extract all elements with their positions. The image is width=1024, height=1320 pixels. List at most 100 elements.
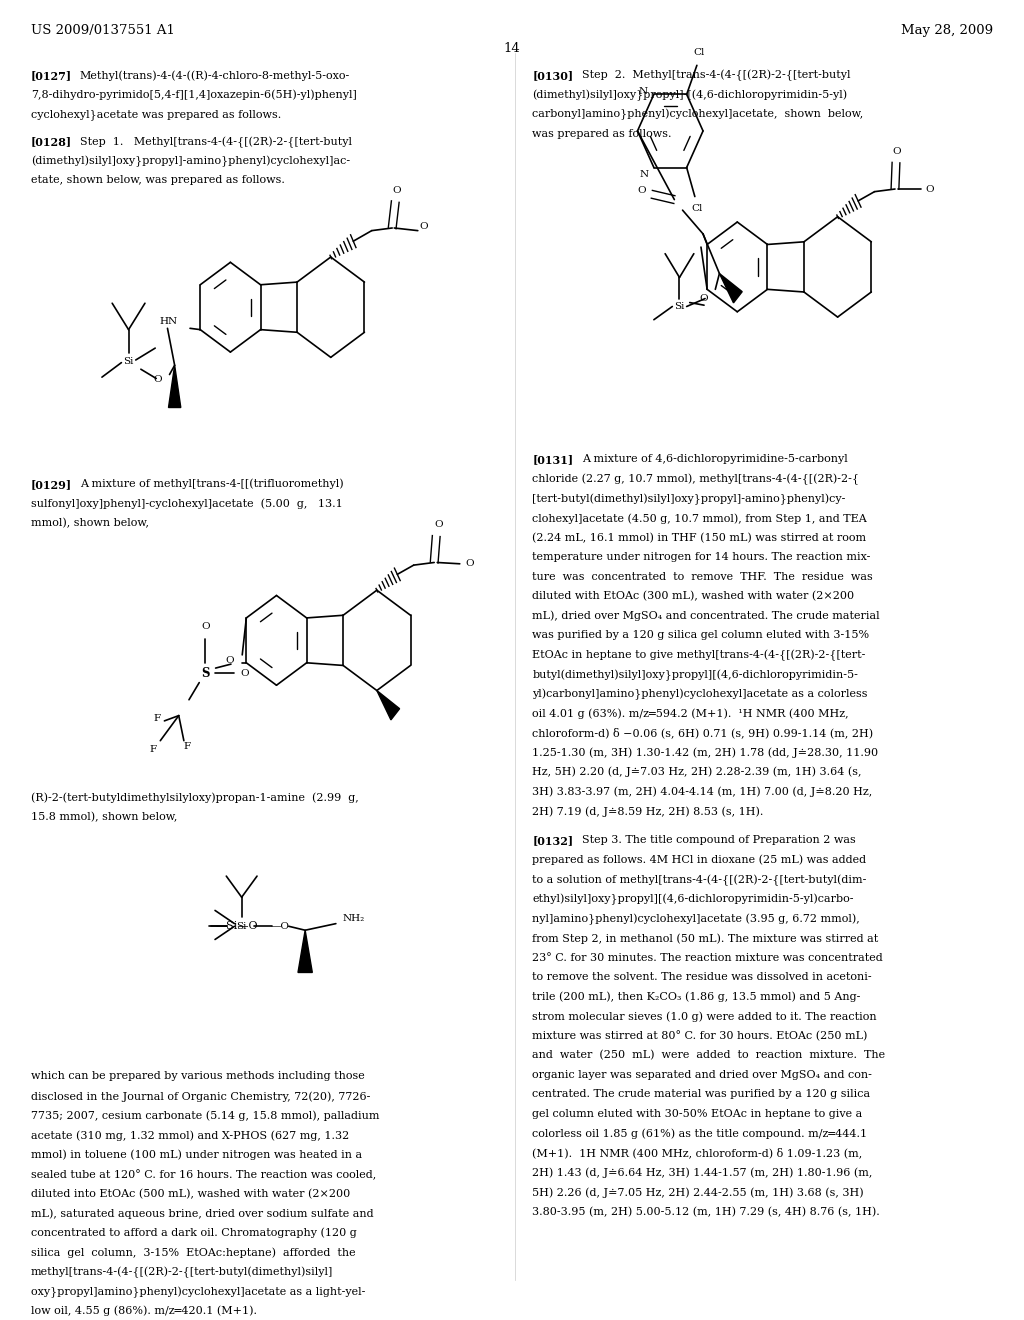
- Text: [0130]: [0130]: [532, 70, 573, 81]
- Text: strom molecular sieves (1.0 g) were added to it. The reaction: strom molecular sieves (1.0 g) were adde…: [532, 1011, 878, 1022]
- Text: Step  1.   Methyl[trans-4-(4-{[(2R)-2-{[tert-butyl: Step 1. Methyl[trans-4-(4-{[(2R)-2-{[ter…: [80, 136, 352, 148]
- Text: 14: 14: [504, 42, 520, 55]
- Text: to remove the solvent. The residue was dissolved in acetoni-: to remove the solvent. The residue was d…: [532, 972, 872, 982]
- Text: etate, shown below, was prepared as follows.: etate, shown below, was prepared as foll…: [31, 176, 285, 185]
- Polygon shape: [169, 366, 181, 408]
- Text: carbonyl]amino}phenyl)cyclohexyl]acetate,  shown  below,: carbonyl]amino}phenyl)cyclohexyl]acetate…: [532, 110, 863, 120]
- Text: [tert-butyl(dimethyl)silyl]oxy}propyl]-amino}phenyl)cy-: [tert-butyl(dimethyl)silyl]oxy}propyl]-a…: [532, 494, 846, 504]
- Text: acetate (310 mg, 1.32 mmol) and X-PHOS (627 mg, 1.32: acetate (310 mg, 1.32 mmol) and X-PHOS (…: [31, 1130, 349, 1140]
- Text: oxy}propyl]amino}phenyl)cyclohexyl]acetate as a light-yel-: oxy}propyl]amino}phenyl)cyclohexyl]aceta…: [31, 1287, 366, 1298]
- Text: mixture was stirred at 80° C. for 30 hours. EtOAc (250 mL): mixture was stirred at 80° C. for 30 hou…: [532, 1031, 868, 1041]
- Text: Si: Si: [123, 356, 134, 366]
- Text: [0132]: [0132]: [532, 836, 573, 846]
- Text: sulfonyl]oxy]phenyl]-cyclohexyl]acetate  (5.00  g,   13.1: sulfonyl]oxy]phenyl]-cyclohexyl]acetate …: [31, 499, 342, 510]
- Text: F: F: [154, 714, 161, 723]
- Text: Step 3. The title compound of Preparation 2 was: Step 3. The title compound of Preparatio…: [582, 836, 855, 845]
- Text: mL), saturated aqueous brine, dried over sodium sulfate and: mL), saturated aqueous brine, dried over…: [31, 1208, 374, 1218]
- Text: 7735; 2007, cesium carbonate (5.14 g, 15.8 mmol), palladium: 7735; 2007, cesium carbonate (5.14 g, 15…: [31, 1110, 379, 1121]
- Text: N: N: [639, 87, 648, 96]
- Text: 3.80-3.95 (m, 2H) 5.00-5.12 (m, 1H) 7.29 (s, 4H) 8.76 (s, 1H).: 3.80-3.95 (m, 2H) 5.00-5.12 (m, 1H) 7.29…: [532, 1206, 881, 1217]
- Text: mL), dried over MgSO₄ and concentrated. The crude material: mL), dried over MgSO₄ and concentrated. …: [532, 611, 880, 622]
- Text: (2.24 mL, 16.1 mmol) in THF (150 mL) was stirred at room: (2.24 mL, 16.1 mmol) in THF (150 mL) was…: [532, 532, 866, 543]
- Text: NH₂: NH₂: [342, 913, 365, 923]
- Text: 2H) 7.19 (d, J≐8.59 Hz, 2H) 8.53 (s, 1H).: 2H) 7.19 (d, J≐8.59 Hz, 2H) 8.53 (s, 1H)…: [532, 807, 764, 817]
- Text: O: O: [926, 185, 934, 194]
- Text: —Si—O: —Si—O: [215, 921, 258, 932]
- Text: 1.25-1.30 (m, 3H) 1.30-1.42 (m, 2H) 1.78 (dd, J≐28.30, 11.90: 1.25-1.30 (m, 3H) 1.30-1.42 (m, 2H) 1.78…: [532, 747, 879, 758]
- Text: colorless oil 1.85 g (61%) as the title compound. m/z═444.1: colorless oil 1.85 g (61%) as the title …: [532, 1129, 867, 1139]
- Text: Si: Si: [237, 921, 247, 931]
- Text: EtOAc in heptane to give methyl[trans-4-(4-{[(2R)-2-{[tert-: EtOAc in heptane to give methyl[trans-4-…: [532, 649, 866, 661]
- Text: clohexyl]acetate (4.50 g, 10.7 mmol), from Step 1, and TEA: clohexyl]acetate (4.50 g, 10.7 mmol), fr…: [532, 513, 867, 524]
- Text: A mixture of 4,6-dichloropyrimidine-5-carbonyl: A mixture of 4,6-dichloropyrimidine-5-ca…: [582, 454, 848, 465]
- Text: (dimethyl)silyl]oxy}propyl]-amino}phenyl)cyclohexyl]ac-: (dimethyl)silyl]oxy}propyl]-amino}phenyl…: [31, 156, 350, 168]
- Text: yl)carbonyl]amino}phenyl)cyclohexyl]acetate as a colorless: yl)carbonyl]amino}phenyl)cyclohexyl]acet…: [532, 689, 868, 700]
- Text: (dimethyl)silyl]oxy}propyl]-[(4,6-dichloropyrimidin-5-yl): (dimethyl)silyl]oxy}propyl]-[(4,6-dichlo…: [532, 90, 848, 100]
- Text: O: O: [154, 375, 163, 384]
- Text: [0131]: [0131]: [532, 454, 573, 466]
- Text: (R)-2-(tert-butyldimethylsilyloxy)propan-1-amine  (2.99  g,: (R)-2-(tert-butyldimethylsilyloxy)propan…: [31, 792, 358, 803]
- Text: 7,8-dihydro-pyrimido[5,4-f][1,4]oxazepin-6(5H)-yl)phenyl]: 7,8-dihydro-pyrimido[5,4-f][1,4]oxazepin…: [31, 90, 356, 100]
- Text: diluted with EtOAc (300 mL), washed with water (2×200: diluted with EtOAc (300 mL), washed with…: [532, 591, 855, 602]
- Text: O: O: [201, 622, 210, 631]
- Text: 2H) 1.43 (d, J≐6.64 Hz, 3H) 1.44-1.57 (m, 2H) 1.80-1.96 (m,: 2H) 1.43 (d, J≐6.64 Hz, 3H) 1.44-1.57 (m…: [532, 1167, 872, 1177]
- Text: butyl(dimethyl)silyl]oxy}propyl][(4,6-dichloropyrimidin-5-: butyl(dimethyl)silyl]oxy}propyl][(4,6-di…: [532, 669, 858, 681]
- Text: Step  2.  Methyl[trans-4-(4-{[(2R)-2-{[tert-butyl: Step 2. Methyl[trans-4-(4-{[(2R)-2-{[ter…: [582, 70, 850, 82]
- Text: centrated. The crude material was purified by a 120 g silica: centrated. The crude material was purifi…: [532, 1089, 870, 1100]
- Text: mmol) in toluene (100 mL) under nitrogen was heated in a: mmol) in toluene (100 mL) under nitrogen…: [31, 1150, 361, 1160]
- Text: chloroform-d) δ −0.06 (s, 6H) 0.71 (s, 9H) 0.99-1.14 (m, 2H): chloroform-d) δ −0.06 (s, 6H) 0.71 (s, 9…: [532, 727, 873, 739]
- Text: (M+1).  1H NMR (400 MHz, chloroform-d) δ 1.09-1.23 (m,: (M+1). 1H NMR (400 MHz, chloroform-d) δ …: [532, 1148, 863, 1159]
- Text: Cl: Cl: [691, 205, 702, 214]
- Text: oil 4.01 g (63%). m/z═594.2 (M+1).  ¹H NMR (400 MHz,: oil 4.01 g (63%). m/z═594.2 (M+1). ¹H NM…: [532, 709, 849, 719]
- Text: which can be prepared by various methods including those: which can be prepared by various methods…: [31, 1072, 365, 1081]
- Text: diluted into EtOAc (500 mL), washed with water (2×200: diluted into EtOAc (500 mL), washed with…: [31, 1189, 350, 1199]
- Text: trile (200 mL), then K₂CO₃ (1.86 g, 13.5 mmol) and 5 Ang-: trile (200 mL), then K₂CO₃ (1.86 g, 13.5…: [532, 991, 861, 1002]
- Text: O: O: [225, 656, 234, 665]
- Text: [0127]: [0127]: [31, 70, 72, 81]
- Text: O: O: [434, 520, 442, 529]
- Text: chloride (2.27 g, 10.7 mmol), methyl[trans-4-(4-{[(2R)-2-{: chloride (2.27 g, 10.7 mmol), methyl[tra…: [532, 474, 859, 486]
- Text: O: O: [392, 186, 400, 195]
- Text: ture  was  concentrated  to  remove  THF.  The  residue  was: ture was concentrated to remove THF. The…: [532, 572, 873, 582]
- Text: F: F: [183, 742, 190, 751]
- Text: sealed tube at 120° C. for 16 hours. The reaction was cooled,: sealed tube at 120° C. for 16 hours. The…: [31, 1170, 376, 1180]
- Text: ethyl)silyl]oxy}propyl][(4,6-dichloropyrimidin-5-yl)carbo-: ethyl)silyl]oxy}propyl][(4,6-dichloropyr…: [532, 894, 854, 906]
- Text: —O: —O: [270, 921, 290, 931]
- Text: [0128]: [0128]: [31, 136, 72, 148]
- Text: temperature under nitrogen for 14 hours. The reaction mix-: temperature under nitrogen for 14 hours.…: [532, 552, 870, 562]
- Polygon shape: [377, 690, 399, 719]
- Text: low oil, 4.55 g (86%). m/z═420.1 (M+1).: low oil, 4.55 g (86%). m/z═420.1 (M+1).: [31, 1305, 257, 1316]
- Text: S: S: [201, 667, 210, 680]
- Text: to a solution of methyl[trans-4-(4-{[(2R)-2-{[tert-butyl(dim-: to a solution of methyl[trans-4-(4-{[(2R…: [532, 874, 867, 886]
- Text: nyl]amino}phenyl)cyclohexyl]acetate (3.95 g, 6.72 mmol),: nyl]amino}phenyl)cyclohexyl]acetate (3.9…: [532, 913, 860, 925]
- Text: mmol), shown below,: mmol), shown below,: [31, 517, 148, 528]
- Text: from Step 2, in methanol (50 mL). The mixture was stirred at: from Step 2, in methanol (50 mL). The mi…: [532, 933, 879, 944]
- Text: O: O: [637, 186, 646, 195]
- Text: 5H) 2.26 (d, J≐7.05 Hz, 2H) 2.44-2.55 (m, 1H) 3.68 (s, 3H): 5H) 2.26 (d, J≐7.05 Hz, 2H) 2.44-2.55 (m…: [532, 1187, 864, 1197]
- Text: O: O: [241, 669, 249, 678]
- Text: 3H) 3.83-3.97 (m, 2H) 4.04-4.14 (m, 1H) 7.00 (d, J≐8.20 Hz,: 3H) 3.83-3.97 (m, 2H) 4.04-4.14 (m, 1H) …: [532, 787, 872, 797]
- Text: O: O: [420, 222, 428, 231]
- Text: May 28, 2009: May 28, 2009: [901, 24, 993, 37]
- Text: methyl[trans-4-(4-{[(2R)-2-{[tert-butyl(dimethyl)silyl]: methyl[trans-4-(4-{[(2R)-2-{[tert-butyl(…: [31, 1267, 333, 1278]
- Text: prepared as follows. 4M HCl in dioxane (25 mL) was added: prepared as follows. 4M HCl in dioxane (…: [532, 855, 866, 866]
- Text: Cl: Cl: [693, 49, 705, 57]
- Text: Si: Si: [674, 302, 685, 312]
- Text: cyclohexyl}acetate was prepared as follows.: cyclohexyl}acetate was prepared as follo…: [31, 110, 281, 120]
- Text: was purified by a 120 g silica gel column eluted with 3-15%: was purified by a 120 g silica gel colum…: [532, 630, 869, 640]
- Text: O: O: [699, 294, 709, 304]
- Text: disclosed in the Journal of Organic Chemistry, 72(20), 7726-: disclosed in the Journal of Organic Chem…: [31, 1092, 370, 1102]
- Text: gel column eluted with 30-50% EtOAc in heptane to give a: gel column eluted with 30-50% EtOAc in h…: [532, 1109, 863, 1119]
- Text: silica  gel  column,  3-15%  EtOAc:heptane)  afforded  the: silica gel column, 3-15% EtOAc:heptane) …: [31, 1247, 355, 1258]
- Text: [0129]: [0129]: [31, 479, 72, 490]
- Text: O: O: [893, 147, 901, 156]
- Text: was prepared as follows.: was prepared as follows.: [532, 128, 672, 139]
- Text: A mixture of methyl[trans-4-[[(trifluoromethyl): A mixture of methyl[trans-4-[[(trifluoro…: [80, 479, 343, 490]
- Text: HN: HN: [160, 317, 178, 326]
- Text: and  water  (250  mL)  were  added  to  reaction  mixture.  The: and water (250 mL) were added to reactio…: [532, 1051, 886, 1060]
- Text: Methyl(trans)-4-(4-((R)-4-chloro-8-methyl-5-oxo-: Methyl(trans)-4-(4-((R)-4-chloro-8-methy…: [80, 70, 350, 81]
- Text: 23° C. for 30 minutes. The reaction mixture was concentrated: 23° C. for 30 minutes. The reaction mixt…: [532, 953, 884, 962]
- Text: US 2009/0137551 A1: US 2009/0137551 A1: [31, 24, 175, 37]
- Text: organic layer was separated and dried over MgSO₄ and con-: organic layer was separated and dried ov…: [532, 1069, 872, 1080]
- Text: F: F: [150, 744, 157, 754]
